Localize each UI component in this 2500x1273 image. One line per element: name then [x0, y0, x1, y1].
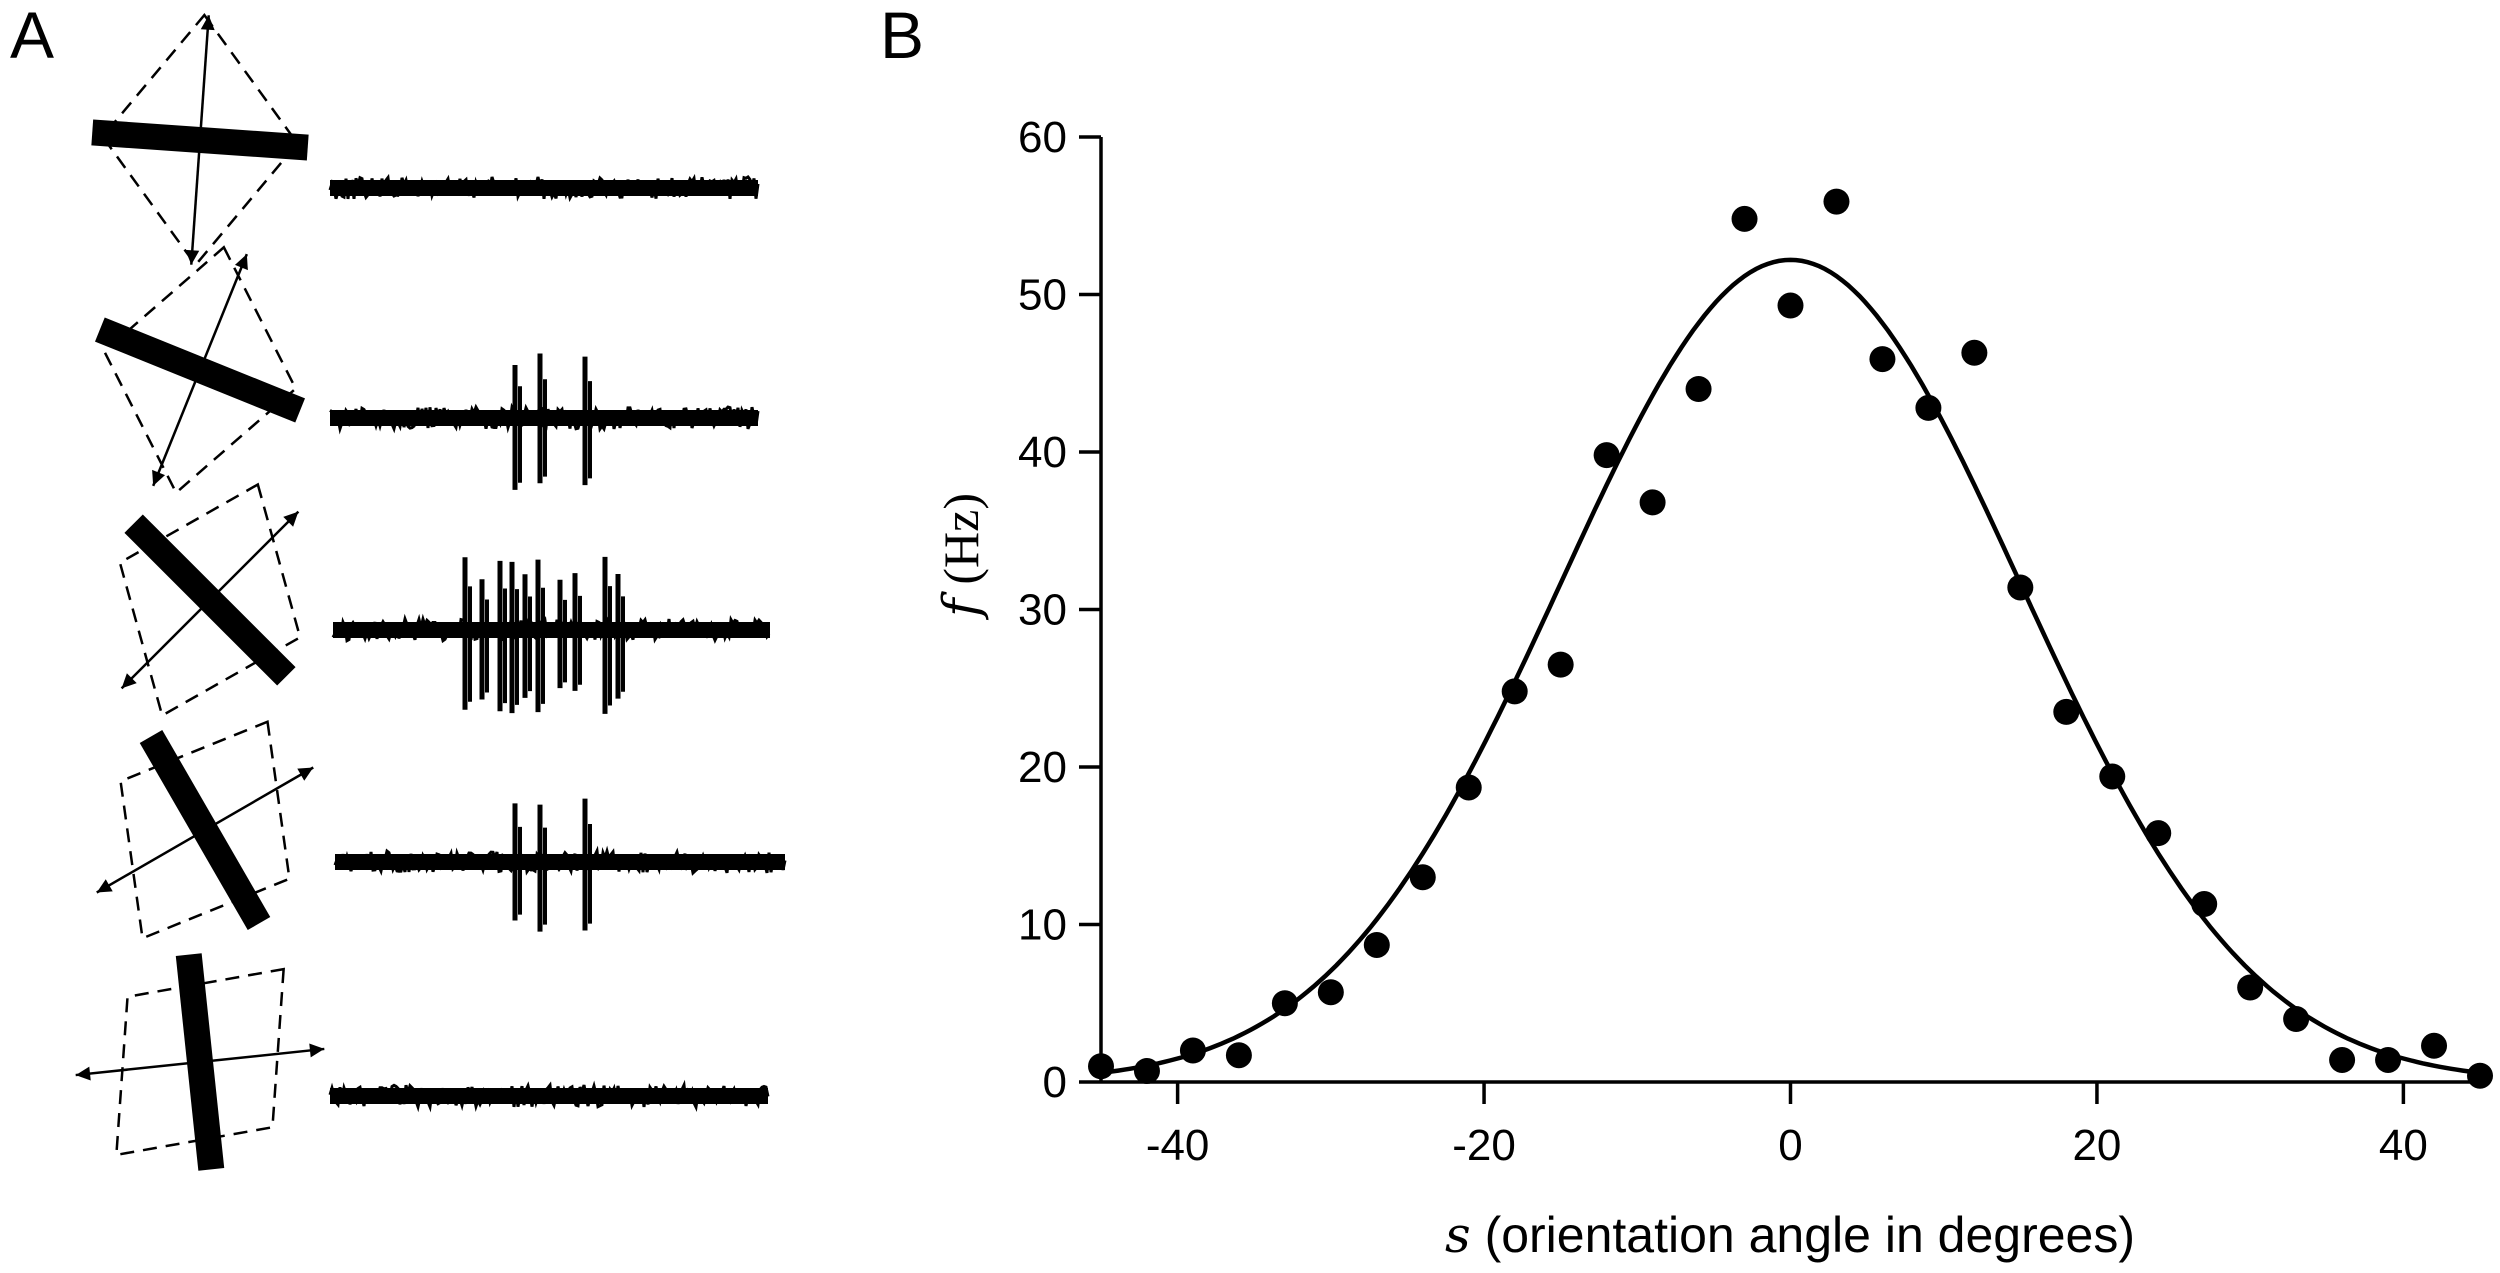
x-tick-label: -40 [1146, 1121, 1210, 1170]
arrow-head [185, 249, 200, 265]
receptive-field-box [114, 967, 286, 1157]
x-axis-symbol: s [1445, 1206, 1471, 1264]
x-axis-ticks: -40 -20 0 20 40 [1146, 1082, 2428, 1170]
data-point [1731, 205, 1758, 232]
arrow-head [200, 15, 215, 31]
data-point [2283, 1006, 2310, 1032]
data-point [1363, 931, 1390, 958]
arrow-head [96, 879, 113, 893]
panel-a-stimuli [75, 13, 787, 1171]
y-tick-label: 40 [1018, 428, 1067, 477]
x-axis-label: s (orientation angle in degrees) [1445, 1206, 2135, 1264]
trace-baseline [330, 180, 758, 196]
arrow-head [297, 767, 314, 781]
data-point [2099, 763, 2126, 790]
trace-baseline [333, 622, 770, 638]
arrow-head [152, 469, 166, 486]
x-tick-label: 0 [1778, 1121, 1802, 1170]
data-point [1639, 489, 1666, 516]
y-tick-label: 10 [1018, 901, 1067, 950]
data-point [1915, 394, 1942, 421]
arrow-head [234, 254, 248, 271]
data-point [1133, 1057, 1160, 1084]
data-point [2421, 1032, 2448, 1059]
arrow-head [121, 673, 137, 689]
data-point [2007, 574, 2034, 601]
data-point [2053, 698, 2080, 725]
data-points [1088, 188, 2493, 1089]
stimulus-row [118, 482, 771, 718]
data-point [2375, 1046, 2402, 1073]
stimulus-row [96, 719, 787, 941]
data-point [1455, 774, 1482, 801]
stimulus-row [94, 245, 760, 495]
receptive-field-box [102, 245, 298, 495]
bar-stimulus [94, 317, 306, 423]
data-point [2191, 891, 2218, 918]
stimulus-row [75, 953, 770, 1171]
x-tick-label: -20 [1452, 1121, 1516, 1170]
data-point [1593, 442, 1620, 469]
data-point [1869, 346, 1896, 373]
data-point [1088, 1053, 1114, 1080]
y-tick-label: 30 [1018, 586, 1067, 635]
y-axis-title: (Hz) [933, 493, 989, 585]
panel-b-label: B [880, 0, 924, 72]
data-point [2329, 1046, 2356, 1073]
bar-stimulus [91, 119, 309, 161]
data-point [1961, 339, 1988, 366]
arrow-head [309, 1043, 325, 1058]
y-tick-label: 0 [1043, 1058, 1067, 1107]
data-point [1501, 678, 1528, 705]
data-point [1547, 651, 1574, 678]
data-point [1777, 292, 1804, 319]
data-point [1225, 1042, 1252, 1069]
data-point [1179, 1037, 1206, 1064]
trace-baseline [335, 854, 785, 870]
stimulus-row [91, 13, 760, 267]
x-axis-title: (orientation angle in degrees) [1485, 1207, 2135, 1263]
data-point [2237, 974, 2264, 1001]
data-point [2467, 1062, 2493, 1089]
gaussian-fit-curve [1100, 257, 2481, 1076]
y-tick-label: 20 [1018, 743, 1067, 792]
y-axis-ticks: 0 10 20 30 40 50 60 [1018, 113, 1101, 1107]
arrow-head [75, 1066, 91, 1081]
bar-stimulus [175, 953, 225, 1171]
bar-stimulus [139, 729, 271, 931]
y-tick-label: 60 [1018, 113, 1067, 162]
receptive-field-box [118, 482, 302, 718]
data-point [1409, 864, 1436, 891]
panel-a-label: A [10, 0, 54, 72]
tuning-curve-chart: 0 10 20 30 40 50 60 -40 -20 0 20 40 s (orientation… [932, 113, 2493, 1264]
bar-stimulus [124, 514, 296, 686]
data-point [1317, 979, 1344, 1006]
y-tick-label: 50 [1018, 271, 1067, 320]
receptive-field-box [119, 719, 291, 941]
x-tick-label: 40 [2379, 1121, 2428, 1170]
data-point [2145, 820, 2172, 847]
receptive-field-box [100, 13, 300, 267]
y-axis-label: f (Hz) [932, 493, 990, 621]
x-tick-label: 20 [2072, 1121, 2121, 1170]
data-point [1823, 188, 1850, 215]
data-point [1271, 990, 1298, 1017]
data-point [1685, 376, 1712, 402]
trace-baseline [330, 1088, 768, 1104]
arrow-head [283, 511, 299, 527]
